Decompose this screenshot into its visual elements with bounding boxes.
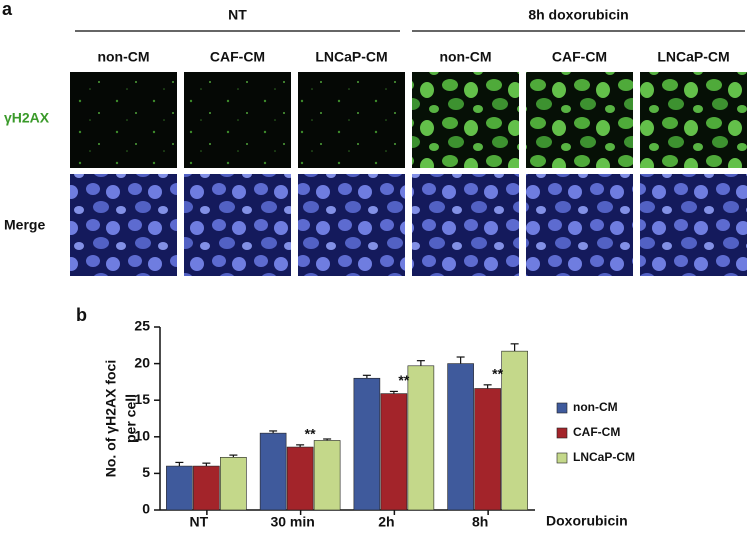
bar — [353, 377, 381, 511]
y-axis-title: per cell — [123, 394, 139, 443]
x-tick-label: 30 min — [270, 514, 314, 530]
bar — [447, 363, 474, 511]
y-tick-label: 25 — [134, 318, 150, 334]
micrograph — [526, 72, 633, 168]
bar — [220, 456, 247, 511]
group-label: 8h doxorubicin — [528, 7, 628, 23]
legend-swatch — [556, 452, 568, 464]
x-tick-label: 2h — [378, 514, 394, 530]
micrograph — [184, 72, 291, 168]
bar — [380, 393, 408, 511]
bar — [501, 350, 528, 511]
x-tick-label: NT — [190, 514, 209, 530]
legend-label: CAF-CM — [573, 425, 620, 439]
bar — [193, 465, 220, 511]
panel-label: b — [76, 305, 87, 325]
micrograph — [298, 174, 405, 276]
legend-label: LNCaP-CM — [573, 450, 635, 464]
y-tick-label: 0 — [142, 501, 150, 517]
bar — [474, 388, 501, 511]
bar — [407, 365, 435, 511]
x-axis-title: Doxorubicin — [546, 513, 628, 529]
y-tick-label: 15 — [134, 391, 150, 407]
micrograph — [298, 72, 405, 168]
micrograph — [640, 174, 747, 276]
row-label: Merge — [4, 217, 45, 233]
bar — [286, 446, 314, 511]
column-label: CAF-CM — [210, 49, 265, 65]
y-axis-title: No. of γH2AX foci — [103, 360, 119, 477]
significance: ** — [305, 426, 316, 442]
legend-label: non-CM — [573, 400, 618, 414]
significance: ** — [398, 372, 409, 388]
legend-swatch — [556, 427, 568, 439]
micrograph — [526, 174, 633, 276]
micrograph — [412, 174, 519, 276]
column-label: LNCaP-CM — [315, 49, 387, 65]
micrograph — [70, 72, 177, 168]
y-tick-label: 10 — [134, 428, 150, 444]
column-label: non-CM — [97, 49, 149, 65]
y-tick-label: 5 — [142, 464, 150, 480]
bar — [259, 432, 287, 511]
legend-swatch — [556, 402, 568, 414]
column-label: CAF-CM — [552, 49, 607, 65]
row-label: γH2AX — [4, 110, 50, 126]
bar — [313, 440, 341, 511]
bar — [166, 465, 193, 511]
y-tick-label: 20 — [134, 354, 150, 370]
panel-label: a — [2, 0, 13, 19]
x-tick-label: 8h — [472, 514, 488, 530]
significance: ** — [492, 366, 503, 382]
micrograph — [640, 72, 747, 168]
group-label: NT — [228, 7, 247, 23]
column-label: non-CM — [439, 49, 491, 65]
micrograph — [184, 174, 291, 276]
column-label: LNCaP-CM — [657, 49, 729, 65]
micrograph — [412, 72, 519, 168]
micrograph — [70, 174, 177, 276]
